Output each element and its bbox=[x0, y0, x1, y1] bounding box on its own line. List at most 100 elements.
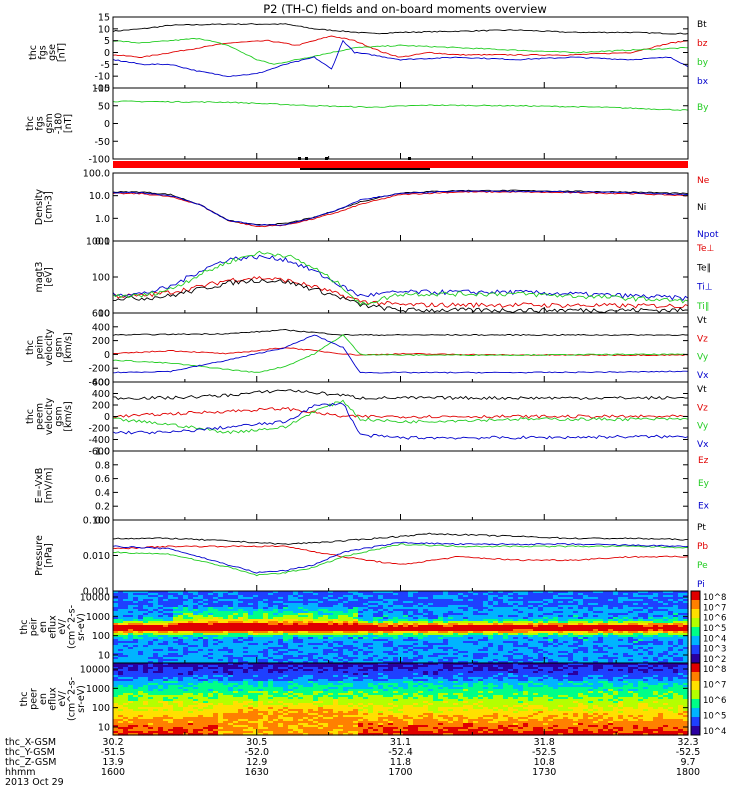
spectrogram-cell bbox=[153, 615, 159, 618]
spectrogram-cell bbox=[368, 607, 374, 610]
spectrogram-cell bbox=[408, 609, 414, 612]
spectrogram-cell bbox=[153, 631, 159, 634]
spectrogram-cell bbox=[633, 623, 639, 626]
spectrogram-cell bbox=[573, 617, 579, 620]
spectrogram-cell bbox=[203, 655, 209, 658]
spectrogram-cell bbox=[493, 621, 499, 624]
spectrogram-cell bbox=[393, 657, 399, 660]
spectrogram-cell bbox=[583, 611, 589, 614]
spectrogram-cell bbox=[433, 603, 439, 606]
spectrogram-cell bbox=[143, 663, 149, 666]
spectrogram-cell bbox=[418, 613, 424, 616]
spectrogram-cell bbox=[668, 613, 674, 616]
spectrogram-cell bbox=[273, 659, 279, 662]
colorbar-label: 10^6 bbox=[703, 614, 726, 624]
spectrogram-cell bbox=[573, 629, 579, 632]
spectrogram-cell bbox=[513, 657, 519, 660]
spectrogram-cell bbox=[653, 661, 659, 664]
spectrogram-cell bbox=[343, 617, 349, 620]
spectrogram-cell bbox=[598, 603, 604, 606]
spectrogram-cell bbox=[158, 637, 164, 640]
spectrogram-cell bbox=[153, 609, 159, 612]
spectrogram-cell bbox=[658, 605, 664, 608]
spectrogram-cell bbox=[668, 651, 674, 654]
spectrogram-cell bbox=[263, 611, 269, 614]
ylabel-line: velocity bbox=[44, 329, 55, 367]
spectrogram-cell bbox=[358, 641, 364, 644]
spectrogram-cell bbox=[488, 625, 494, 628]
spectrogram-cell bbox=[283, 671, 289, 674]
spectrogram-cell bbox=[318, 637, 324, 640]
spectrogram-cell bbox=[663, 651, 669, 654]
spectrogram-cell bbox=[428, 615, 434, 618]
spectrogram-cell bbox=[188, 629, 194, 632]
spectrogram-cell bbox=[168, 669, 174, 672]
spectrogram-cell bbox=[503, 605, 509, 608]
spectrogram-cell bbox=[218, 637, 224, 640]
spectrogram-cell bbox=[218, 649, 224, 652]
spectrogram-cell bbox=[138, 605, 144, 608]
spectrogram-cell bbox=[193, 597, 199, 600]
spectrogram-cell bbox=[208, 597, 214, 600]
spectrogram-cell bbox=[158, 595, 164, 598]
spectrogram-cell bbox=[208, 601, 214, 604]
spectrogram-cell bbox=[338, 661, 344, 664]
spectrogram-cell bbox=[543, 643, 549, 646]
spectrogram-cell bbox=[158, 613, 164, 616]
spectrogram-cell bbox=[173, 661, 179, 664]
spectrogram-cell bbox=[588, 645, 594, 648]
spectrogram-cell bbox=[583, 609, 589, 612]
spectrogram-cell bbox=[243, 625, 249, 628]
spectrogram-cell bbox=[248, 667, 254, 670]
spectrogram-cell bbox=[523, 617, 529, 620]
spectrogram-cell bbox=[528, 651, 534, 654]
spectrogram-cell bbox=[208, 639, 214, 642]
spectrogram-cell bbox=[113, 671, 119, 674]
spectrogram-cell bbox=[618, 627, 624, 630]
spectrogram-cell bbox=[463, 663, 469, 666]
spectrogram-cell bbox=[523, 597, 529, 600]
spectrogram-cell bbox=[653, 595, 659, 598]
spectrogram-cell bbox=[623, 623, 629, 626]
spectrogram-cell bbox=[573, 609, 579, 612]
spectrogram-cell bbox=[138, 645, 144, 648]
spectrogram-cell bbox=[588, 631, 594, 634]
spectrogram-cell bbox=[403, 661, 409, 664]
spectrogram-cell bbox=[203, 649, 209, 652]
spectrogram-cell bbox=[513, 621, 519, 624]
spectrogram-cell bbox=[678, 639, 684, 642]
spectrogram-cell bbox=[273, 599, 279, 602]
spectrogram-cell bbox=[408, 669, 414, 672]
spectrogram-cell bbox=[228, 645, 234, 648]
spectrogram-cell bbox=[303, 643, 309, 646]
spectrogram-cell bbox=[408, 599, 414, 602]
spectrogram-cell bbox=[553, 643, 559, 646]
spectrogram-cell bbox=[638, 655, 644, 658]
spectrogram-cell bbox=[233, 591, 239, 594]
spectrogram-cell bbox=[648, 621, 654, 624]
spectrogram-cell bbox=[528, 619, 534, 622]
spectrogram-cell bbox=[143, 665, 149, 668]
spectrogram-cell bbox=[193, 623, 199, 626]
spectrogram-cell bbox=[358, 665, 364, 668]
spectrogram-cell bbox=[563, 643, 569, 646]
panel-frame bbox=[112, 16, 689, 89]
spectrogram-cell bbox=[313, 621, 319, 624]
spectrogram-cell bbox=[218, 595, 224, 598]
spectrogram-cell bbox=[138, 667, 144, 670]
spectrogram-cell bbox=[363, 607, 369, 610]
spectrogram-cell bbox=[198, 619, 204, 622]
spectrogram-cell bbox=[178, 609, 184, 612]
spectrogram-cell bbox=[538, 603, 544, 606]
spectrogram-cell bbox=[618, 615, 624, 618]
spectrogram-cell bbox=[128, 623, 134, 626]
spectrogram-cell bbox=[193, 631, 199, 634]
spectrogram-cell bbox=[568, 633, 574, 636]
spectrogram-cell bbox=[683, 657, 689, 660]
spectrogram-cell bbox=[493, 595, 499, 598]
spectrogram-cell bbox=[338, 613, 344, 616]
spectrogram-cell bbox=[593, 643, 599, 646]
spectrogram-cell bbox=[278, 607, 284, 610]
spectrogram-cell bbox=[478, 627, 484, 630]
spectrogram-cell bbox=[208, 627, 214, 630]
